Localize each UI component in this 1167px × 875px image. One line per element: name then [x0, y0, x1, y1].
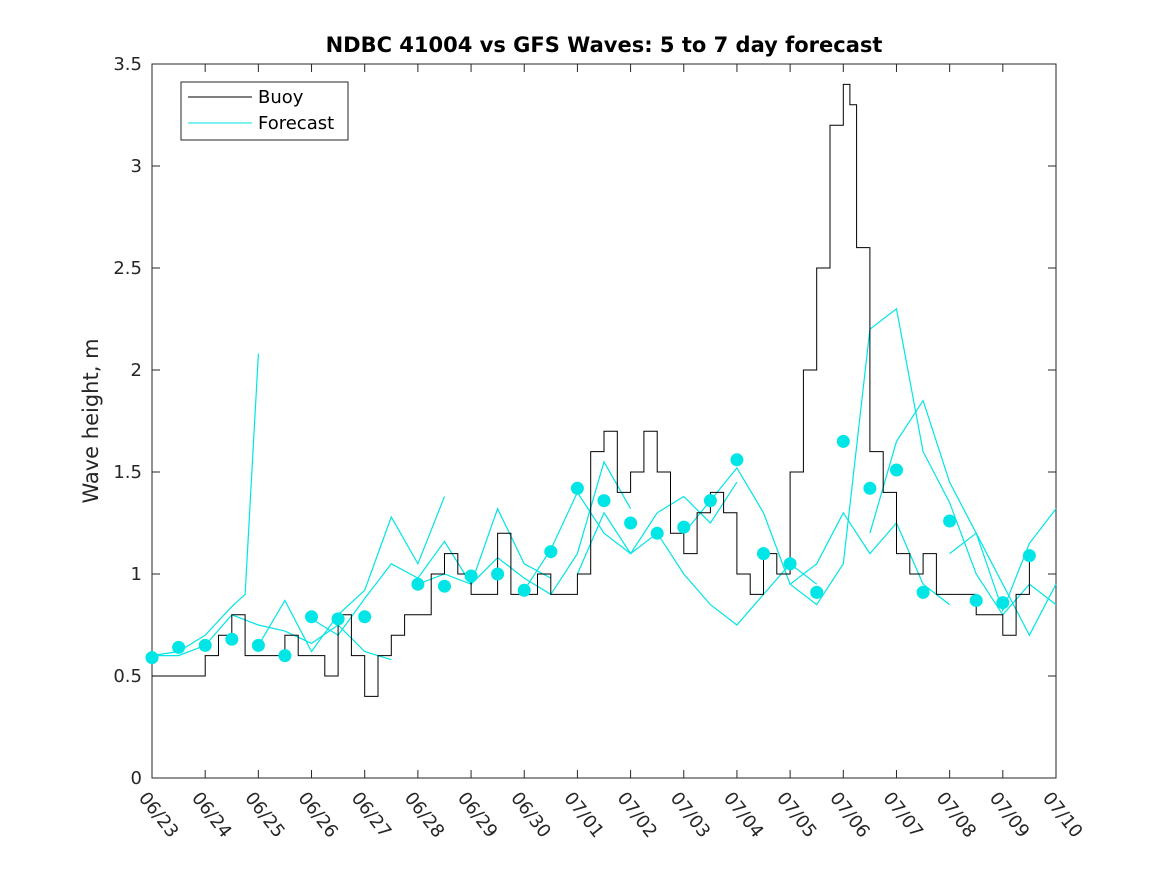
forecast-marker	[597, 494, 611, 508]
y-tick-label: 3.5	[113, 54, 142, 75]
forecast-marker	[730, 453, 744, 467]
y-tick-label: 2	[131, 360, 142, 381]
forecast-marker	[305, 610, 318, 624]
forecast-marker	[677, 520, 691, 534]
forecast-marker	[943, 514, 957, 528]
y-tick-label: 1	[131, 564, 142, 585]
y-axis-label: Wave height, m	[79, 338, 103, 503]
y-axis: 0 0.5 1 1.5 2 2.5 3 3.5	[113, 54, 1056, 789]
forecast-marker	[570, 481, 584, 495]
forecast-series-line	[257, 496, 446, 653]
forecast-marker	[491, 567, 505, 581]
forecast-marker	[1022, 549, 1036, 563]
forecast-marker	[650, 526, 664, 540]
y-tick-label: 0	[131, 768, 142, 789]
buoy-series-line	[152, 83, 1030, 697]
legend: Buoy Forecast	[180, 81, 349, 141]
forecast-series-line	[576, 511, 818, 626]
forecast-series-line	[683, 466, 950, 606]
chart-title: NDBC 41004 vs GFS Waves: 5 to 7 day fore…	[326, 33, 883, 57]
forecast-marker	[464, 569, 478, 583]
forecast-marker	[517, 583, 531, 597]
forecast-lines	[151, 307, 1057, 661]
forecast-marker	[145, 651, 159, 665]
forecast-marker	[331, 612, 345, 626]
forecast-markers	[145, 434, 1036, 665]
y-tick-label: 3	[131, 156, 142, 177]
forecast-marker	[278, 649, 292, 663]
legend-label-forecast: Forecast	[258, 113, 334, 134]
forecast-marker	[757, 547, 770, 561]
legend-box	[180, 81, 349, 141]
forecast-series-line	[949, 508, 1057, 613]
forecast-marker	[890, 463, 903, 477]
forecast-marker	[969, 594, 983, 607]
forecast-series-line	[151, 353, 259, 657]
forecast-marker	[810, 585, 824, 599]
buoy-line	[152, 83, 1030, 697]
forecast-marker	[836, 434, 850, 448]
plot-area: 00.511.522.533.5 06/23 06/24 06/25 06/26 06/…	[113, 54, 1086, 842]
y-tick-label: 2.5	[113, 258, 142, 279]
forecast-marker	[624, 516, 638, 530]
forecast-marker	[411, 577, 425, 591]
forecast-marker	[438, 579, 451, 593]
forecast-series-line	[417, 460, 632, 596]
forecast-marker	[783, 557, 797, 571]
forecast-marker	[996, 596, 1010, 610]
forecast-marker	[225, 632, 239, 646]
forecast-series-line	[869, 399, 1057, 637]
y-tick-label: 1.5	[113, 462, 142, 483]
forecast-marker	[916, 585, 930, 599]
forecast-series-line	[789, 307, 1057, 616]
forecast-marker	[544, 545, 558, 559]
forecast-marker	[863, 481, 877, 495]
y-tick-label: 0.5	[113, 666, 142, 687]
forecast-marker	[703, 494, 717, 508]
legend-label-buoy: Buoy	[258, 87, 304, 108]
forecast-marker	[172, 640, 186, 654]
forecast-marker	[198, 638, 212, 652]
forecast-marker	[358, 610, 372, 624]
plot-frame	[151, 63, 1057, 779]
forecast-marker	[251, 638, 265, 652]
